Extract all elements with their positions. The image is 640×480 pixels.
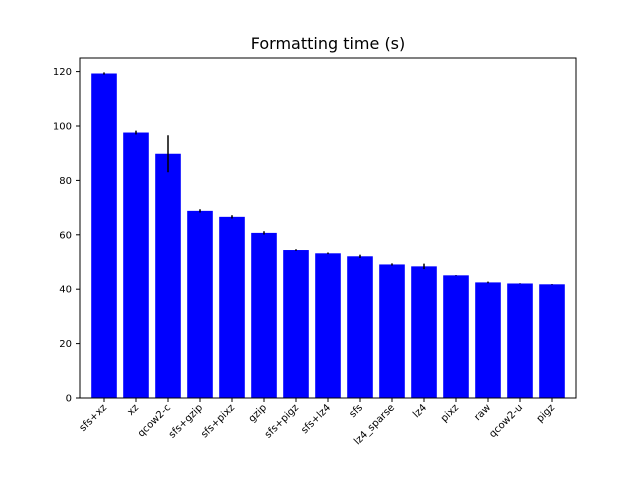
bar-gzip <box>251 232 277 398</box>
x-tick-label: sfs+gzip <box>167 402 205 440</box>
bar-sfs+xz <box>91 73 117 398</box>
bar-pigz <box>539 284 565 398</box>
x-tick-label: raw <box>472 402 493 423</box>
plot-frame <box>79 57 577 399</box>
error-bars-group <box>103 72 553 285</box>
x-tick-label: lz4 <box>411 402 429 420</box>
chart-title: Formatting time (s) <box>251 34 406 53</box>
x-tick-label: qcow2-u <box>487 402 525 440</box>
x-tick-label: pigz <box>535 402 557 424</box>
x-tick-label: sfs+lz4 <box>299 402 333 436</box>
bar-sfs+pixz <box>219 216 245 398</box>
x-tick-label: sfs+xz <box>78 402 109 433</box>
y-tick-label: 120 <box>53 67 72 78</box>
bar-qcow2-c <box>155 153 181 398</box>
bar-sfs+gzip <box>187 210 213 398</box>
bar-sfs+lz4 <box>315 253 341 398</box>
x-tick-label: sfs+pixz <box>199 402 237 440</box>
bar-lz4_sparse <box>379 264 405 398</box>
bar-pixz <box>443 275 469 398</box>
bars-group <box>91 73 565 398</box>
y-tick-label: 100 <box>53 122 72 133</box>
x-tick-label: pixz <box>439 402 461 424</box>
y-tick-label: 20 <box>59 339 72 350</box>
y-tick-label: 60 <box>59 230 72 241</box>
bar-qcow2-u <box>507 283 533 398</box>
bar-lz4 <box>411 266 437 398</box>
bar-xz <box>123 132 149 398</box>
x-tick-label: sfs+pigz <box>263 402 301 440</box>
bar-sfs+pigz <box>283 250 309 398</box>
x-tick-label: gzip <box>247 402 269 424</box>
x-tick-label: xz <box>125 402 141 418</box>
x-tick-label: sfs <box>347 402 365 420</box>
y-tick-label: 80 <box>59 176 72 187</box>
bar-sfs <box>347 256 373 398</box>
bar-raw <box>475 282 501 398</box>
y-tick-label: 0 <box>66 394 72 405</box>
y-tick-label: 40 <box>59 285 72 296</box>
y-axis: 0 20 40 60 80 100 120 <box>53 67 80 405</box>
